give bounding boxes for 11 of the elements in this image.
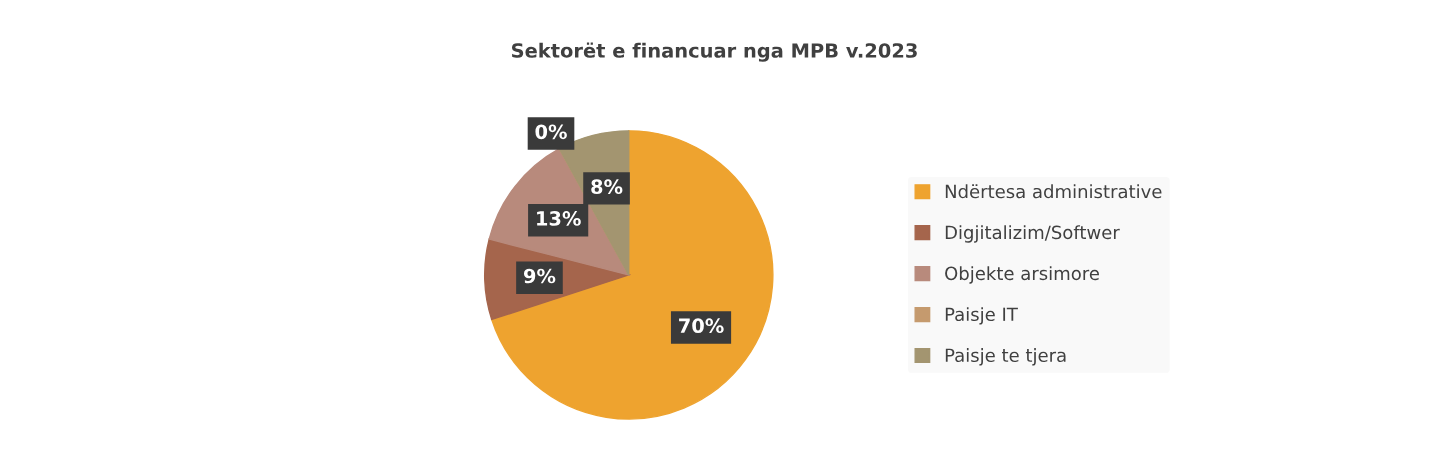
data-label: 70% [679, 318, 724, 334]
legend-label: Paisje IT [945, 307, 1018, 325]
data-label: 9% [523, 268, 556, 284]
legend-label: Ndërtesa administrative [945, 184, 1162, 199]
data-label: 13% [537, 211, 581, 226]
legend-label: Digjitalizim/Softwer [945, 225, 1120, 243]
text: 0% [535, 124, 567, 140]
legend-label: Objekte arsimore [945, 266, 1099, 284]
legend-label: Paisje te tjera [945, 348, 1066, 366]
chart-title: Sektorët e financuar nga MPB v.2023 [512, 42, 917, 62]
data-label: 8% [591, 179, 623, 195]
